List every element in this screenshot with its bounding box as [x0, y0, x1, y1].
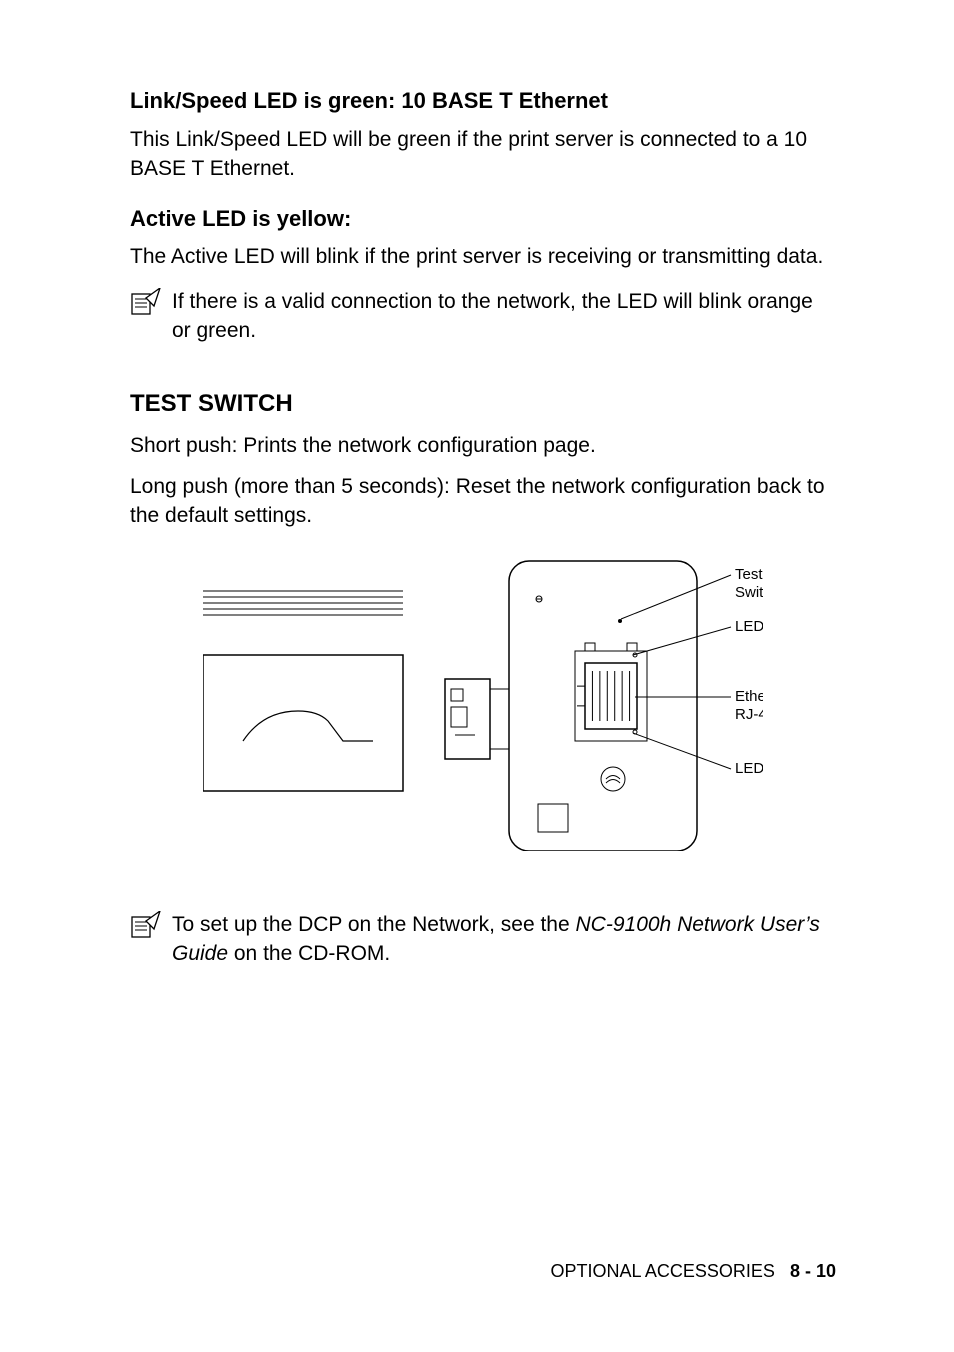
footer-section: OPTIONAL ACCESSORIES: [551, 1261, 775, 1281]
note-icon: [130, 288, 162, 316]
heading-active-led: Active LED is yellow:: [130, 204, 836, 234]
heading-test-switch: TEST SWITCH: [130, 390, 836, 418]
svg-text:LED: LED: [735, 618, 763, 635]
body-active-led: The Active LED will blink if the print s…: [130, 243, 836, 272]
note-icon: [130, 911, 162, 939]
svg-text:LED: LED: [735, 760, 763, 777]
body-link-speed: This Link/Speed LED will be green if the…: [130, 126, 836, 184]
svg-text:Test: Test: [735, 566, 763, 583]
svg-text:Ethernet: Ethernet: [735, 688, 763, 705]
diagram: TestSwitch LED EthernetRJ-45 LED: [203, 551, 763, 851]
note-setup: To set up the DCP on the Network, see th…: [130, 911, 836, 969]
footer-page: 8 - 10: [790, 1261, 836, 1281]
note-setup-prefix: To set up the DCP on the Network, see th…: [172, 913, 576, 936]
svg-text:RJ-45: RJ-45: [735, 706, 763, 723]
note-setup-suffix: on the CD-ROM.: [228, 942, 390, 965]
heading-link-speed: Link/Speed LED is green: 10 BASE T Ether…: [130, 86, 836, 116]
note-text-connection: If there is a valid connection to the ne…: [172, 288, 836, 346]
body-test-long: Long push (more than 5 seconds): Reset t…: [130, 473, 836, 531]
footer: OPTIONAL ACCESSORIES 8 - 10: [130, 1261, 836, 1282]
note-text-setup: To set up the DCP on the Network, see th…: [172, 911, 836, 969]
body-test-short: Short push: Prints the network configura…: [130, 432, 836, 461]
svg-text:Switch: Switch: [735, 584, 763, 601]
note-valid-connection: If there is a valid connection to the ne…: [130, 288, 836, 346]
diagram-container: TestSwitch LED EthernetRJ-45 LED: [130, 551, 836, 851]
